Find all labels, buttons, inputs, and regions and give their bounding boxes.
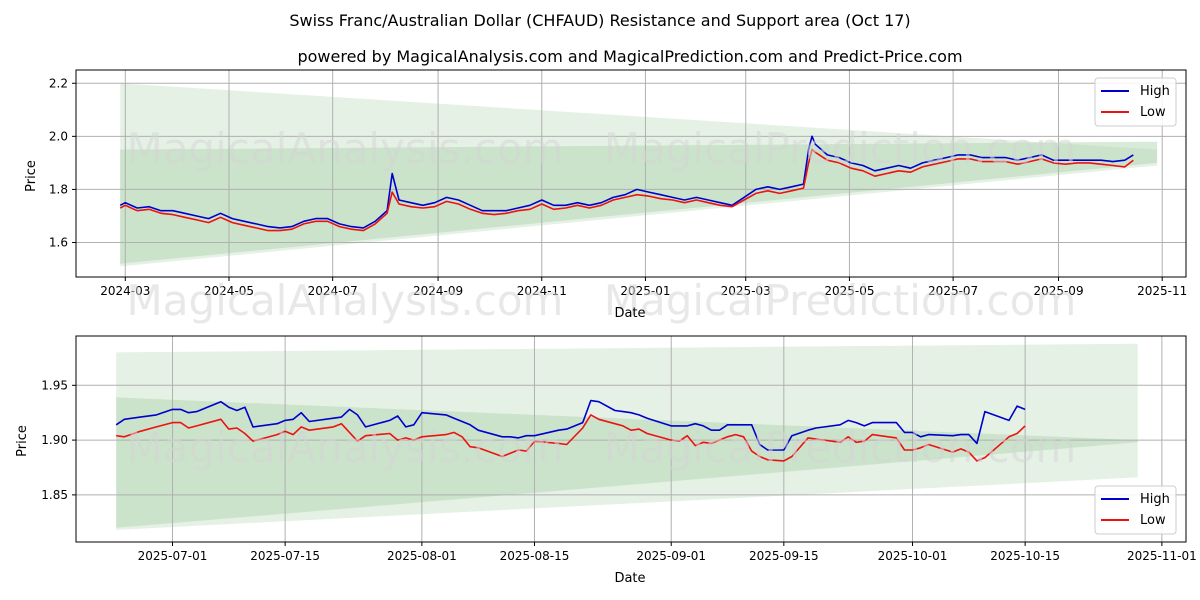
bottom-y-tick-label: 1.95: [41, 378, 68, 392]
bottom-legend-label-low: Low: [1140, 513, 1166, 528]
watermark-magicalanalysis-top: MagicalAnalysis.com: [127, 124, 564, 173]
panel-bottom-watermarks: MagicalAnalysis.com MagicalPrediction.co…: [127, 423, 1077, 472]
chart-title: Swiss Franc/Australian Dollar (CHFAUD) R…: [289, 11, 910, 30]
watermark-magicalanalysis-bottom: MagicalAnalysis.com: [127, 423, 564, 472]
bottom-series-low-line: [116, 414, 1026, 462]
panel-top-legend: High Low: [1094, 77, 1177, 127]
top-x-tick-label: 2024-07: [308, 284, 358, 298]
top-y-tick-label: 2.2: [49, 76, 68, 90]
top-series-low-line: [119, 148, 1134, 232]
bottom-series-high-line: [115, 399, 1026, 451]
panel-top-xlabel: Date: [614, 306, 645, 321]
panel-bottom-plot-area: 2025-07-01 2025-07-15 2025-08-01 2025-08-15…: [41, 335, 1197, 563]
top-x-tick-label: 2025-07: [928, 284, 978, 298]
panel-top-plot-area: 2024-03 2024-05 2024-07 2024-09 2024-11 2025-…: [49, 69, 1187, 298]
top-x-tick-label: 2024-11: [517, 284, 567, 298]
top-inner-band: [120, 141, 1158, 264]
panel-top-watermarks: MagicalAnalysis.com MagicalPrediction.co…: [127, 124, 1077, 325]
top-x-tick-label: 2025-05: [824, 284, 874, 298]
panel-top: 2024-03 2024-05 2024-07 2024-09 2024-11 2025-…: [24, 69, 1187, 325]
bottom-y-tick-label: 1.90: [41, 433, 68, 447]
panel-bottom-ylabel: Price: [15, 425, 30, 457]
watermark-magicalprediction-mid: MagicalPrediction.com: [604, 276, 1077, 325]
top-axes-frame: [75, 69, 1187, 278]
top-x-tick-label: 2025-03: [721, 284, 771, 298]
bottom-x-tick-label: 2025-11-01: [1127, 549, 1197, 563]
panel-top-ylabel: Price: [24, 160, 39, 192]
top-y-tick-label: 1.8: [49, 182, 68, 196]
bottom-y-tick-label: 1.85: [41, 488, 68, 502]
top-x-tick-label: 2024-09: [413, 284, 463, 298]
bottom-x-tick-label: 2025-09-01: [636, 549, 706, 563]
top-x-tick-label: 2025-11: [1137, 284, 1187, 298]
watermark-magicalprediction-bottom: MagicalPrediction.com: [604, 423, 1077, 472]
panel-bottom: 2025-07-01 2025-07-15 2025-08-01 2025-08-15…: [15, 335, 1197, 586]
top-x-tick-label: 2024-05: [204, 284, 254, 298]
top-series-high-line: [119, 135, 1134, 229]
bottom-x-tick-label: 2025-10-15: [990, 549, 1060, 563]
watermark-magicalanalysis-mid: MagicalAnalysis.com: [127, 276, 564, 325]
chart-subtitle: powered by MagicalAnalysis.com and Magic…: [297, 47, 962, 66]
top-y-tick-label: 2.0: [49, 129, 68, 143]
watermark-magicalprediction-top: MagicalPrediction.com: [604, 124, 1077, 173]
bottom-outer-band: [116, 343, 1138, 530]
bottom-x-tick-label: 2025-07-15: [250, 549, 320, 563]
bottom-x-tick-label: 2025-07-01: [138, 549, 208, 563]
bottom-legend-label-high: High: [1140, 492, 1170, 507]
top-y-tick-label: 1.6: [49, 236, 68, 250]
top-legend-label-high: High: [1140, 84, 1170, 99]
top-x-tick-label: 2025-01: [620, 284, 670, 298]
panel-bottom-xlabel: Date: [614, 571, 645, 586]
panel-bottom-legend: High Low: [1094, 485, 1177, 535]
top-x-tick-label: 2025-09: [1033, 284, 1083, 298]
bottom-x-tick-label: 2025-08-15: [500, 549, 570, 563]
top-legend-label-low: Low: [1140, 105, 1166, 120]
bottom-x-tick-label: 2025-10-01: [878, 549, 948, 563]
top-x-tick-label: 2024-03: [100, 284, 150, 298]
bottom-x-tick-label: 2025-08-01: [387, 549, 457, 563]
bottom-axes-frame: [75, 335, 1187, 543]
bottom-x-tick-label: 2025-09-15: [749, 549, 819, 563]
